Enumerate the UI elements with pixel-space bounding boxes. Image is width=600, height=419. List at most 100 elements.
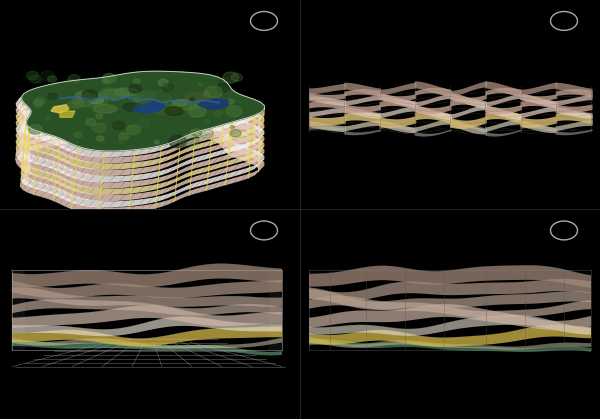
Polygon shape — [59, 87, 73, 94]
Polygon shape — [43, 127, 57, 135]
Polygon shape — [113, 92, 127, 100]
Polygon shape — [79, 205, 95, 213]
Polygon shape — [184, 145, 196, 153]
Polygon shape — [155, 156, 169, 164]
Circle shape — [214, 111, 223, 116]
Polygon shape — [166, 109, 181, 116]
Polygon shape — [185, 85, 201, 92]
Polygon shape — [34, 145, 47, 153]
Polygon shape — [35, 103, 49, 111]
Polygon shape — [20, 158, 27, 168]
Polygon shape — [19, 134, 28, 144]
Polygon shape — [234, 120, 247, 128]
Polygon shape — [179, 178, 190, 186]
Polygon shape — [224, 124, 232, 133]
Polygon shape — [129, 180, 145, 187]
Polygon shape — [22, 95, 35, 103]
Polygon shape — [19, 147, 28, 156]
Polygon shape — [20, 165, 27, 174]
Polygon shape — [35, 110, 49, 118]
Polygon shape — [16, 153, 22, 163]
Polygon shape — [60, 111, 75, 117]
Polygon shape — [109, 169, 125, 176]
Polygon shape — [450, 98, 487, 110]
Polygon shape — [166, 78, 181, 85]
Polygon shape — [169, 139, 181, 147]
Polygon shape — [234, 145, 247, 153]
Polygon shape — [75, 85, 89, 92]
Polygon shape — [28, 129, 40, 138]
Polygon shape — [233, 174, 247, 183]
Circle shape — [119, 133, 129, 140]
Polygon shape — [241, 153, 254, 162]
Circle shape — [36, 79, 43, 83]
Polygon shape — [226, 140, 235, 149]
Polygon shape — [79, 167, 95, 175]
Circle shape — [75, 92, 89, 102]
Polygon shape — [65, 156, 77, 165]
Polygon shape — [163, 160, 175, 168]
Polygon shape — [71, 184, 85, 192]
Polygon shape — [139, 185, 154, 193]
Polygon shape — [16, 116, 22, 125]
Polygon shape — [109, 207, 125, 214]
Polygon shape — [22, 150, 30, 159]
Polygon shape — [59, 141, 71, 150]
Polygon shape — [71, 197, 85, 205]
Polygon shape — [190, 131, 201, 139]
Polygon shape — [35, 141, 49, 149]
Polygon shape — [16, 94, 24, 103]
Polygon shape — [248, 131, 260, 140]
Polygon shape — [195, 160, 206, 168]
Polygon shape — [20, 149, 29, 158]
Polygon shape — [185, 123, 201, 130]
Polygon shape — [41, 153, 53, 161]
Polygon shape — [71, 146, 85, 155]
Polygon shape — [217, 105, 227, 114]
Polygon shape — [229, 105, 240, 114]
Polygon shape — [163, 197, 175, 206]
Polygon shape — [184, 151, 196, 159]
Polygon shape — [51, 113, 65, 121]
Polygon shape — [129, 193, 145, 200]
Polygon shape — [83, 103, 97, 110]
Polygon shape — [190, 162, 201, 170]
Polygon shape — [204, 125, 218, 134]
Polygon shape — [190, 150, 201, 158]
Polygon shape — [206, 145, 218, 153]
Polygon shape — [450, 116, 487, 129]
Polygon shape — [18, 135, 28, 144]
Polygon shape — [248, 137, 261, 147]
Polygon shape — [23, 140, 34, 148]
Polygon shape — [248, 163, 261, 172]
Polygon shape — [47, 192, 60, 201]
Circle shape — [129, 84, 142, 93]
Polygon shape — [157, 84, 172, 91]
Polygon shape — [521, 106, 557, 118]
Polygon shape — [22, 106, 30, 115]
Polygon shape — [155, 150, 169, 158]
Circle shape — [28, 124, 42, 134]
Polygon shape — [43, 121, 57, 129]
Polygon shape — [51, 105, 69, 113]
Polygon shape — [241, 140, 254, 149]
Polygon shape — [16, 119, 24, 128]
Polygon shape — [175, 116, 191, 123]
Ellipse shape — [149, 102, 163, 108]
Polygon shape — [212, 181, 225, 189]
Polygon shape — [83, 110, 97, 116]
Polygon shape — [139, 204, 154, 212]
Polygon shape — [54, 138, 65, 147]
Polygon shape — [254, 121, 265, 131]
Polygon shape — [200, 159, 212, 167]
Polygon shape — [185, 91, 201, 98]
Polygon shape — [43, 96, 57, 103]
Polygon shape — [98, 157, 115, 163]
Polygon shape — [43, 108, 57, 116]
Polygon shape — [148, 158, 161, 166]
Polygon shape — [200, 172, 212, 179]
Polygon shape — [28, 148, 40, 157]
Polygon shape — [16, 150, 24, 160]
Circle shape — [82, 90, 97, 101]
Polygon shape — [241, 153, 254, 162]
